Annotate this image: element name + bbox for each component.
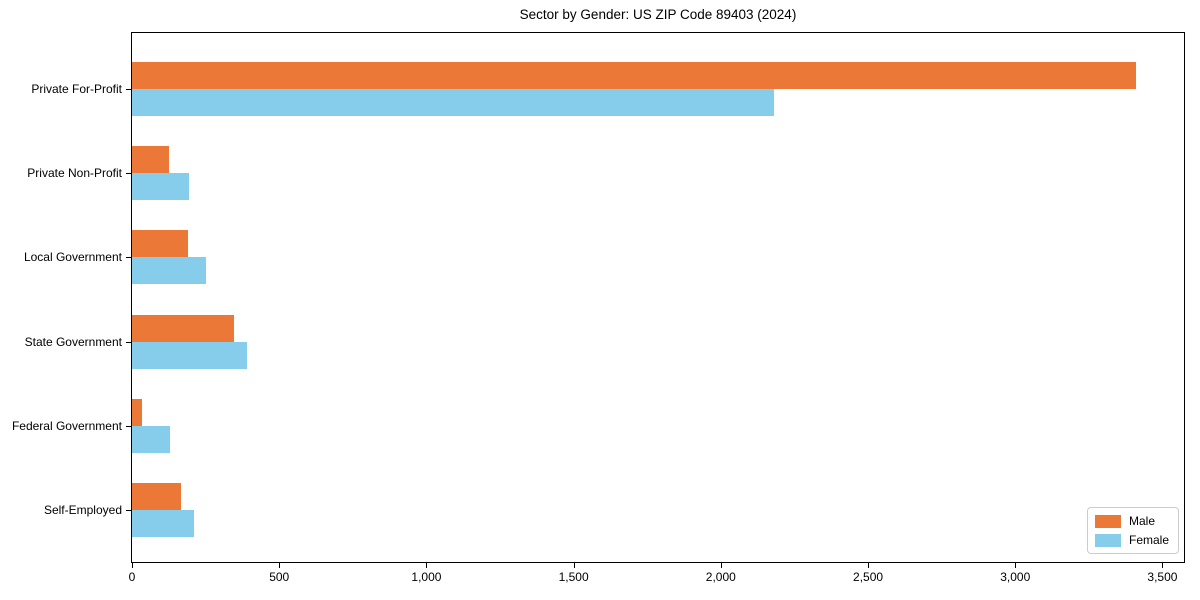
bar-male-5 <box>132 483 181 510</box>
legend-item-male: Male <box>1094 514 1169 528</box>
y-tick-mark <box>126 425 132 427</box>
y-axis-category-label: Self-Employed <box>43 503 122 517</box>
x-tick-label: 3,500 <box>1147 570 1178 584</box>
x-tick-mark <box>1015 562 1017 568</box>
y-tick-mark <box>126 173 132 175</box>
x-tick-label: 1,500 <box>558 570 589 584</box>
bar-male-0 <box>132 62 1136 89</box>
x-tick-mark <box>132 562 133 568</box>
x-tick-label: 3,000 <box>1000 570 1031 584</box>
bar-female-5 <box>132 510 194 537</box>
y-tick-mark <box>126 341 132 343</box>
legend-item-female: Female <box>1094 533 1169 547</box>
y-axis-category-label: Federal Government <box>11 418 122 433</box>
x-tick-label: 0 <box>128 570 136 584</box>
x-tick-label: 1,000 <box>411 570 442 584</box>
bar-female-1 <box>132 173 190 201</box>
x-tick-mark <box>720 562 722 568</box>
bar-female-2 <box>132 257 206 285</box>
legend-swatch-female <box>1094 533 1121 547</box>
bar-male-1 <box>132 146 169 174</box>
y-axis-category-label: Private For-Profit <box>31 82 122 96</box>
x-tick-mark <box>868 562 870 568</box>
bar-female-4 <box>132 425 171 453</box>
x-tick-label: 2,000 <box>705 570 736 584</box>
legend-swatch-male <box>1094 514 1121 528</box>
y-tick-mark <box>126 257 132 259</box>
bar-male-2 <box>132 230 188 258</box>
x-tick-mark <box>573 562 575 568</box>
y-tick-mark <box>126 510 132 511</box>
x-tick-mark <box>426 562 428 568</box>
y-axis-category-label: State Government <box>24 334 122 349</box>
bar-female-3 <box>132 341 247 369</box>
legend-label-male: Male <box>1128 514 1155 528</box>
chart-title: Sector by Gender: US ZIP Code 89403 (202… <box>519 7 797 22</box>
x-tick-label: 500 <box>269 570 290 584</box>
x-tick-mark <box>1162 562 1164 568</box>
y-tick-mark <box>126 89 132 90</box>
bar-female-0 <box>132 89 774 116</box>
bar-male-4 <box>132 398 143 426</box>
legend: Male Female <box>1086 507 1179 554</box>
legend-label-female: Female <box>1128 533 1169 547</box>
plot-area: Private For-Profit Private Non-Profit Loca… <box>12 32 1185 584</box>
x-tick-mark <box>279 562 281 568</box>
y-axis-category-label: Private Non-Profit <box>27 166 122 181</box>
x-tick-label: 2,500 <box>853 570 884 584</box>
bar-male-3 <box>132 314 234 342</box>
y-axis-category-label: Local Government <box>23 250 122 265</box>
